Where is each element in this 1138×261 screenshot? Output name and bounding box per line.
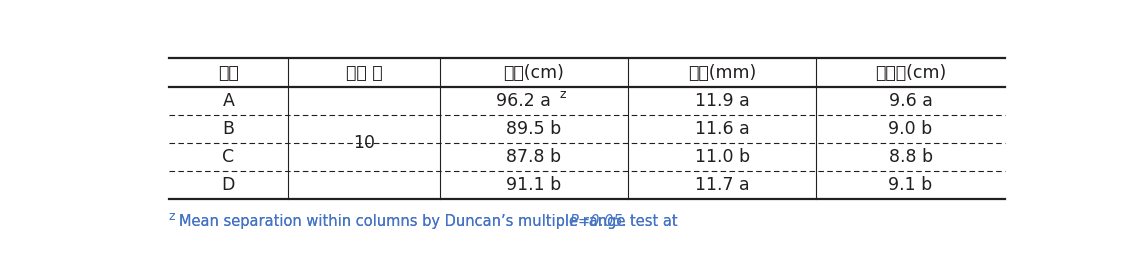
Text: 11.6 a: 11.6 a	[695, 120, 750, 138]
Text: 9.1 b: 9.1 b	[889, 176, 933, 194]
Text: 절간장(cm): 절간장(cm)	[875, 63, 947, 81]
Text: z: z	[168, 210, 175, 223]
Text: 96.2 a: 96.2 a	[496, 92, 551, 110]
Text: 87.8 b: 87.8 b	[506, 148, 561, 166]
Text: 9.6 a: 9.6 a	[889, 92, 932, 110]
Text: z: z	[560, 88, 567, 101]
Text: 10: 10	[353, 134, 374, 152]
Text: 절간 수: 절간 수	[346, 63, 382, 81]
Text: A: A	[223, 92, 234, 110]
Text: 초경(mm): 초경(mm)	[688, 63, 757, 81]
Text: 구역: 구역	[218, 63, 239, 81]
Text: C: C	[222, 148, 234, 166]
Text: Mean separation within columns by Duncan’s multiple range test at: Mean separation within columns by Duncan…	[180, 214, 683, 229]
Text: 11.9 a: 11.9 a	[695, 92, 750, 110]
Text: B: B	[222, 120, 234, 138]
Text: 8.8 b: 8.8 b	[889, 148, 933, 166]
Text: Mean separation within columns by Duncan’s multiple range test at: Mean separation within columns by Duncan…	[180, 214, 683, 229]
Text: D: D	[222, 176, 236, 194]
Text: 9.0 b: 9.0 b	[889, 120, 933, 138]
Text: 11.0 b: 11.0 b	[694, 148, 750, 166]
Text: 초장(cm): 초장(cm)	[503, 63, 564, 81]
Text: P=0.05.: P=0.05.	[569, 214, 627, 229]
Text: 11.7 a: 11.7 a	[695, 176, 750, 194]
Text: 89.5 b: 89.5 b	[506, 120, 561, 138]
Text: 91.1 b: 91.1 b	[506, 176, 561, 194]
